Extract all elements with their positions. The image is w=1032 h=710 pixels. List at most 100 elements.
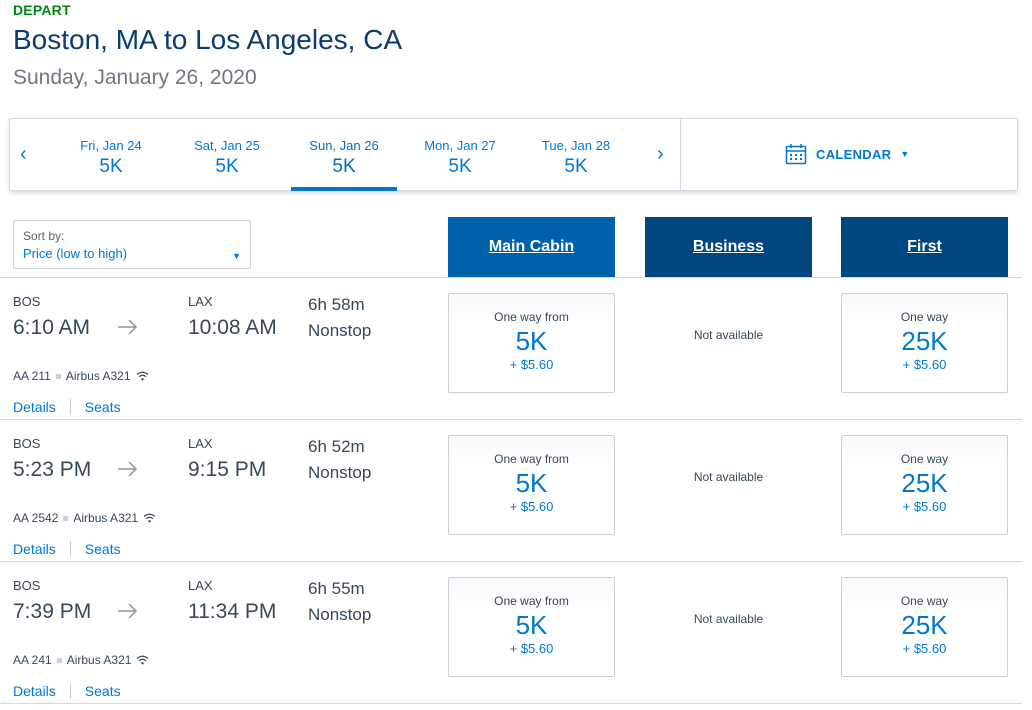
cabin-header-first[interactable]: First	[841, 217, 1008, 277]
seats-link[interactable]: Seats	[84, 399, 121, 415]
business-not-available: Not available	[693, 328, 764, 342]
first-class-price-button[interactable]: One way 25K + $5.60	[841, 293, 1008, 393]
flight-links: Details Seats	[13, 399, 121, 415]
price-fee: + $5.60	[902, 641, 947, 656]
flight-row: BOS 5:23 PM LAX 9:15 PM 6h 52m Nonstop A…	[0, 420, 1022, 562]
wifi-icon	[136, 371, 148, 381]
flight-duration: 6h 55m	[308, 579, 365, 598]
first-class-price-button[interactable]: One way 25K + $5.60	[841, 577, 1008, 677]
cabin-header-label: First	[907, 238, 942, 255]
flight-stops: Nonstop	[308, 605, 372, 624]
date-tab-fri-jan-24[interactable]: Fri, Jan 24 5K	[58, 119, 164, 191]
sort-label: Sort by:	[23, 229, 65, 243]
calendar-button[interactable]: CALENDAR ▼	[785, 141, 909, 167]
date-tab-price: 5K	[448, 156, 472, 177]
flight-duration: 6h 58m	[308, 295, 365, 314]
main-cabin-price-button[interactable]: One way from 5K + $5.60	[448, 293, 615, 393]
arrow-right-icon	[118, 603, 138, 619]
price-miles: 5K	[515, 610, 548, 640]
destination-code: LAX	[188, 436, 213, 451]
separator-dot	[55, 373, 61, 379]
destination-code: LAX	[188, 294, 213, 309]
depart-time: 7:39 PM	[13, 600, 92, 623]
price-label: One way	[900, 310, 949, 324]
business-not-available: Not available	[693, 612, 764, 626]
separator-dot	[56, 657, 62, 663]
price-label: One way from	[494, 310, 569, 324]
depart-time: 5:23 PM	[13, 458, 92, 481]
flight-stops: Nonstop	[308, 463, 372, 482]
prev-dates-arrow[interactable]: ‹	[20, 143, 27, 165]
flight-number: AA 2542	[13, 511, 59, 525]
price-miles: 25K	[901, 326, 948, 356]
aircraft-type: Airbus A321	[66, 653, 132, 667]
date-tab-label: Fri, Jan 24	[80, 138, 142, 153]
main-cabin-price-button[interactable]: One way from 5K + $5.60	[448, 577, 615, 677]
link-separator	[69, 683, 71, 699]
aircraft-type: Airbus A321	[73, 511, 139, 525]
date-tab-mon-jan-27[interactable]: Mon, Jan 27 5K	[407, 119, 513, 191]
link-separator	[69, 399, 71, 415]
date-tab-sat-jan-25[interactable]: Sat, Jan 25 5K	[174, 119, 280, 191]
first-class-price-button[interactable]: One way 25K + $5.60	[841, 435, 1008, 535]
header-divider	[0, 277, 1022, 278]
seats-link[interactable]: Seats	[84, 683, 121, 699]
date-tab-tue-jan-28[interactable]: Tue, Jan 28 5K	[523, 119, 629, 191]
date-tab-price: 5K	[564, 156, 588, 177]
cabin-header-label: Business	[692, 238, 765, 255]
next-dates-arrow[interactable]: ›	[657, 143, 664, 165]
strip-divider	[680, 119, 681, 191]
price-miles: 5K	[515, 468, 548, 498]
arrive-time: 9:15 PM	[188, 458, 267, 481]
destination-code: LAX	[188, 578, 213, 593]
flight-number: AA 211	[13, 369, 51, 383]
date-tab-label: Sat, Jan 25	[194, 138, 260, 153]
flight-row: BOS 6:10 AM LAX 10:08 AM 6h 58m Nonstop …	[0, 278, 1022, 420]
date-tab-price: 5K	[332, 156, 356, 177]
date-tab-sun-jan-26[interactable]: Sun, Jan 26 5K	[291, 119, 397, 191]
flight-links: Details Seats	[13, 541, 121, 557]
route-title: Boston, MA to Los Angeles, CA	[13, 24, 403, 55]
arrow-right-icon	[118, 461, 138, 477]
flight-meta: AA 211 Airbus A321	[13, 369, 149, 383]
cabin-header-label: Main Cabin	[488, 238, 575, 255]
depart-time: 6:10 AM	[13, 316, 91, 339]
price-fee: + $5.60	[902, 499, 947, 514]
price-fee: + $5.60	[509, 357, 554, 372]
calendar-label: CALENDAR	[816, 146, 892, 162]
details-link[interactable]: Details	[13, 399, 56, 415]
main-cabin-price-button[interactable]: One way from 5K + $5.60	[448, 435, 615, 535]
origin-code: BOS	[13, 578, 41, 593]
date-tab-price: 5K	[215, 156, 239, 177]
aircraft-type: Airbus A321	[65, 369, 131, 383]
link-separator	[69, 541, 71, 557]
flight-links: Details Seats	[13, 683, 121, 699]
date-tab-label: Sun, Jan 26	[309, 138, 379, 153]
route-date: Sunday, January 26, 2020	[13, 66, 257, 89]
date-tab-label: Tue, Jan 28	[541, 138, 611, 153]
price-fee: + $5.60	[509, 641, 554, 656]
price-label: One way from	[494, 594, 569, 608]
sort-value: Price (low to high)	[23, 246, 128, 261]
price-miles: 5K	[515, 326, 548, 356]
date-tab-price: 5K	[99, 156, 123, 177]
arrow-right-icon	[118, 319, 138, 335]
date-tab-label: Mon, Jan 27	[424, 138, 496, 153]
sort-dropdown[interactable]: Sort by: Price (low to high) ▼	[13, 220, 251, 269]
details-link[interactable]: Details	[13, 541, 56, 557]
cabin-header-main[interactable]: Main Cabin	[448, 217, 615, 277]
price-fee: + $5.60	[902, 357, 947, 372]
price-label: One way	[900, 452, 949, 466]
price-miles: 25K	[901, 468, 948, 498]
price-label: One way from	[494, 452, 569, 466]
business-not-available: Not available	[693, 470, 764, 484]
cabin-header-business[interactable]: Business	[645, 217, 812, 277]
flight-meta: AA 241 Airbus A321	[13, 653, 149, 667]
calendar-icon	[785, 144, 807, 165]
details-link[interactable]: Details	[13, 683, 56, 699]
flight-duration: 6h 52m	[308, 437, 365, 456]
depart-label: DEPART	[13, 2, 71, 18]
caret-down-icon: ▼	[232, 251, 241, 261]
origin-code: BOS	[13, 436, 41, 451]
seats-link[interactable]: Seats	[84, 541, 121, 557]
